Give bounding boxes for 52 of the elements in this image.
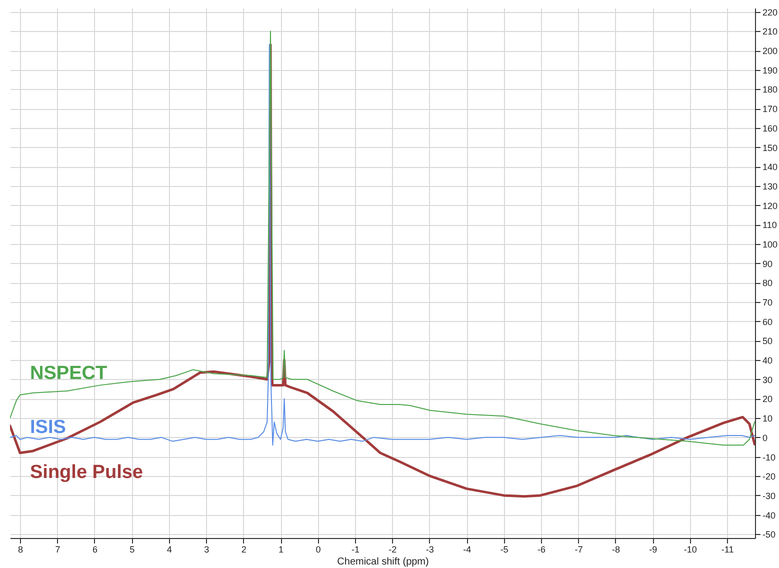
y-tick-label: 80	[762, 278, 773, 288]
y-tick-label: -20	[762, 472, 776, 482]
y-tick-label: -30	[762, 490, 776, 501]
x-tick-label: 4	[166, 544, 172, 554]
y-tick-label: 130	[762, 181, 778, 192]
y-tick-label: 190	[762, 65, 778, 76]
series-label: NSPECT	[30, 363, 108, 384]
x-tick-label: 8	[18, 544, 24, 554]
y-tick-label: 20	[762, 394, 773, 404]
y-tick-label: -10	[762, 452, 776, 462]
x-tick-label: -11	[721, 544, 734, 554]
y-tick-label: 10	[762, 414, 773, 424]
x-tick-label: -4	[463, 544, 472, 554]
series-label: ISIS	[30, 417, 66, 438]
y-tick-label: 110	[762, 220, 777, 230]
y-tick-label: -40	[762, 510, 776, 520]
x-tick-label: 3	[204, 544, 210, 554]
x-tick-label: -3	[426, 544, 434, 554]
x-tick-label: -9	[649, 544, 658, 554]
x-tick-label: -5	[500, 544, 508, 554]
x-tick-label: 7	[55, 544, 60, 554]
y-tick-label: 90	[762, 258, 773, 269]
x-tick-label: 5	[130, 544, 135, 554]
y-tick-label: 170	[762, 104, 778, 114]
x-tick-label: -10	[684, 544, 697, 554]
x-tick-label: 1	[278, 544, 284, 554]
x-tick-label: 0	[316, 544, 321, 554]
y-tick-label: 60	[762, 316, 773, 327]
y-tick-label: 160	[762, 123, 778, 134]
x-tick-label: 6	[92, 544, 98, 554]
y-tick-label: 0	[762, 432, 768, 443]
y-tick-label: -50	[762, 530, 776, 540]
x-tick-label: 2	[241, 544, 246, 554]
y-tick-label: 120	[762, 200, 778, 211]
y-tick-label: 180	[762, 84, 778, 95]
y-tick-label: 150	[762, 142, 778, 153]
y-tick-label: 40	[762, 356, 773, 366]
y-tick-label: 200	[762, 46, 778, 56]
y-tick-label: 210	[762, 26, 778, 37]
x-axis-title: Chemical shift (ppm)	[337, 556, 429, 568]
y-tick-label: 140	[762, 162, 778, 172]
x-tick-label: -6	[538, 544, 546, 554]
x-tick-label: -7	[574, 544, 583, 554]
y-tick-label: 70	[762, 298, 773, 308]
x-tick-label: -2	[388, 544, 397, 554]
y-tick-label: 220	[762, 7, 778, 18]
y-tick-label: 50	[762, 336, 773, 346]
y-tick-label: 100	[762, 239, 778, 250]
y-tick-label: 30	[762, 374, 773, 385]
series-label: Single Pulse	[30, 462, 143, 483]
x-tick-label: -8	[612, 544, 620, 554]
x-tick-label: -1	[351, 544, 360, 554]
